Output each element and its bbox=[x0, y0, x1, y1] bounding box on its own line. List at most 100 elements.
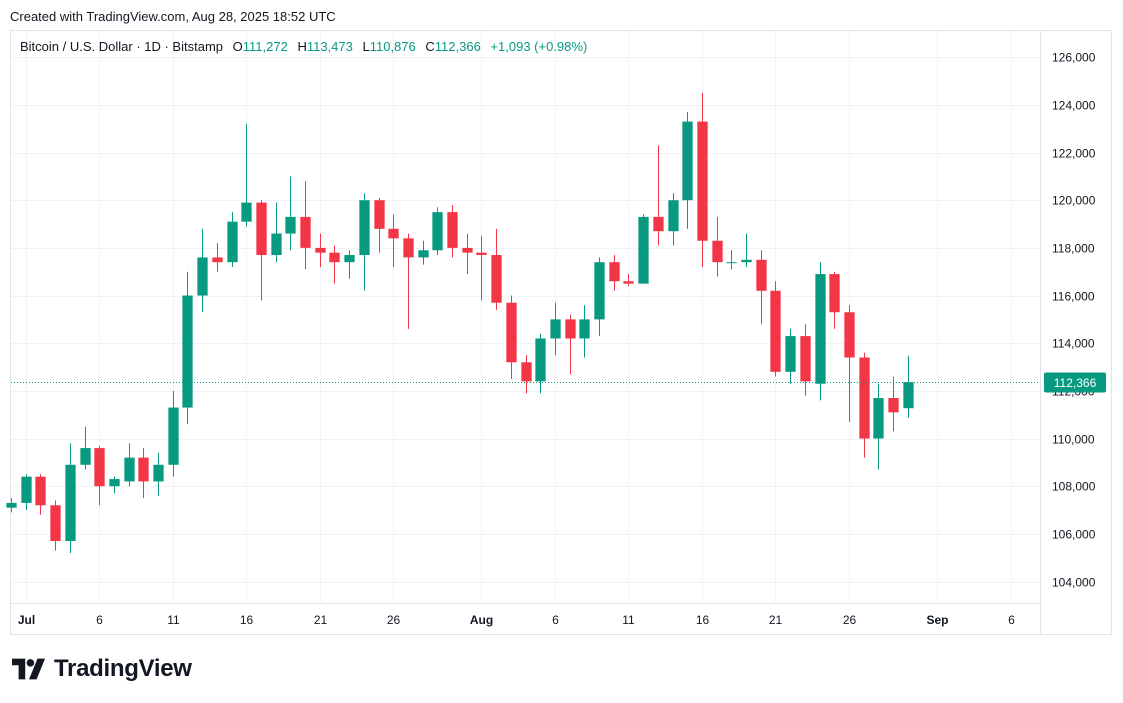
candle-body bbox=[579, 319, 590, 339]
low-label: L bbox=[362, 39, 370, 54]
candle-body bbox=[300, 216, 311, 248]
y-tick-label: 106,000 bbox=[1052, 528, 1096, 542]
candle-body bbox=[741, 259, 752, 263]
last-price-label: 112,366 bbox=[1054, 376, 1097, 390]
symbol-legend: Bitcoin / U.S. Dollar · 1D · Bitstamp O1… bbox=[20, 39, 587, 54]
candle-body bbox=[65, 464, 76, 542]
x-tick-label: Aug bbox=[470, 613, 493, 627]
candle-body bbox=[344, 255, 355, 263]
y-tick-label: 120,000 bbox=[1052, 194, 1096, 208]
candle-body bbox=[903, 382, 914, 409]
x-tick-label: Jul bbox=[18, 613, 35, 627]
candle-body bbox=[80, 448, 91, 465]
candle-body bbox=[491, 255, 502, 303]
x-tick-label: 21 bbox=[314, 613, 328, 627]
y-tick-label: 116,000 bbox=[1052, 290, 1095, 304]
y-tick-label: 126,000 bbox=[1052, 51, 1096, 65]
candle-body bbox=[271, 233, 282, 256]
candle-body bbox=[285, 216, 296, 234]
candle-body bbox=[462, 247, 473, 253]
chart-frame bbox=[10, 30, 1112, 635]
candle-body bbox=[682, 121, 693, 201]
candle-body bbox=[35, 476, 46, 506]
candle-body bbox=[535, 338, 546, 382]
candle-body bbox=[609, 262, 620, 282]
candle-body bbox=[506, 302, 517, 363]
candle-body bbox=[6, 502, 17, 508]
candle-body bbox=[212, 257, 223, 263]
candle-body bbox=[873, 398, 884, 439]
candle-body bbox=[109, 479, 120, 487]
candle-body bbox=[329, 252, 340, 263]
candle-body bbox=[138, 457, 149, 482]
candle-body bbox=[359, 200, 370, 256]
candle-body bbox=[815, 274, 826, 384]
candle-body bbox=[153, 464, 164, 482]
x-tick-label: 11 bbox=[167, 613, 180, 627]
candle-body bbox=[859, 357, 870, 439]
chart-caption: Created with TradingView.com, Aug 28, 20… bbox=[10, 9, 336, 24]
high-value: 113,473 bbox=[306, 39, 353, 54]
candle-body bbox=[374, 200, 385, 229]
x-tick-label: 26 bbox=[387, 613, 401, 627]
x-tick-label: 26 bbox=[843, 613, 857, 627]
close-label: C bbox=[425, 39, 435, 54]
y-tick-label: 118,000 bbox=[1052, 242, 1095, 256]
candle-body bbox=[623, 281, 634, 284]
y-tick-label: 108,000 bbox=[1052, 480, 1096, 494]
candle-body bbox=[21, 476, 32, 503]
candle-body bbox=[50, 505, 61, 542]
candle-body bbox=[726, 262, 737, 264]
candle-body bbox=[565, 319, 576, 339]
y-tick-label: 124,000 bbox=[1052, 99, 1096, 113]
x-tick-label: 21 bbox=[769, 613, 783, 627]
candle-body bbox=[550, 319, 561, 339]
candle-body bbox=[594, 262, 605, 320]
candle-body bbox=[888, 398, 899, 413]
last-price-tag bbox=[1044, 372, 1106, 393]
candle-body bbox=[521, 362, 532, 382]
axes: 104,000106,000108,000110,000112,000114,0… bbox=[11, 31, 1106, 634]
x-tick-label: 6 bbox=[96, 613, 103, 627]
candle-body bbox=[829, 274, 840, 313]
candle-body bbox=[256, 202, 267, 256]
low-value: 110,876 bbox=[369, 39, 416, 54]
candles bbox=[6, 92, 914, 553]
candle-body bbox=[418, 250, 429, 258]
candle-body bbox=[432, 212, 443, 251]
y-tick-label: 104,000 bbox=[1052, 576, 1096, 590]
candle-body bbox=[315, 247, 326, 253]
x-tick-label: 16 bbox=[696, 613, 710, 627]
open-value: 111,272 bbox=[242, 39, 288, 54]
candle-body bbox=[94, 448, 105, 487]
symbol-name: Bitcoin / U.S. Dollar · 1D · Bitstamp bbox=[20, 39, 223, 54]
x-tick-label: 6 bbox=[1008, 613, 1015, 627]
y-tick-label: 110,000 bbox=[1052, 433, 1095, 447]
candle-body bbox=[403, 238, 414, 258]
candle-body bbox=[770, 290, 781, 372]
tradingview-logo-icon bbox=[12, 658, 46, 680]
change-value: +1,093 (+0.98%) bbox=[490, 39, 588, 54]
brand-name: TradingView bbox=[54, 655, 192, 682]
candle-body bbox=[668, 200, 679, 232]
tradingview-logo[interactable]: TradingView bbox=[12, 655, 192, 683]
y-tick-label: 122,000 bbox=[1052, 147, 1096, 161]
open-label: O bbox=[232, 39, 243, 54]
x-tick-label: 16 bbox=[240, 613, 254, 627]
candle-body bbox=[785, 336, 796, 372]
candle-body bbox=[124, 457, 135, 482]
candle-body bbox=[712, 240, 723, 263]
high-label: H bbox=[297, 39, 307, 54]
x-tick-label: 11 bbox=[622, 613, 635, 627]
candle-body bbox=[697, 121, 708, 241]
candle-body bbox=[197, 257, 208, 296]
candle-body bbox=[844, 312, 855, 358]
candle-body bbox=[241, 202, 252, 222]
y-tick-label: 114,000 bbox=[1052, 337, 1095, 351]
x-tick-label: Sep bbox=[926, 613, 948, 627]
candle-body bbox=[800, 336, 811, 382]
candle-body bbox=[388, 228, 399, 239]
candle-body bbox=[227, 221, 238, 263]
candle-body bbox=[638, 216, 649, 284]
